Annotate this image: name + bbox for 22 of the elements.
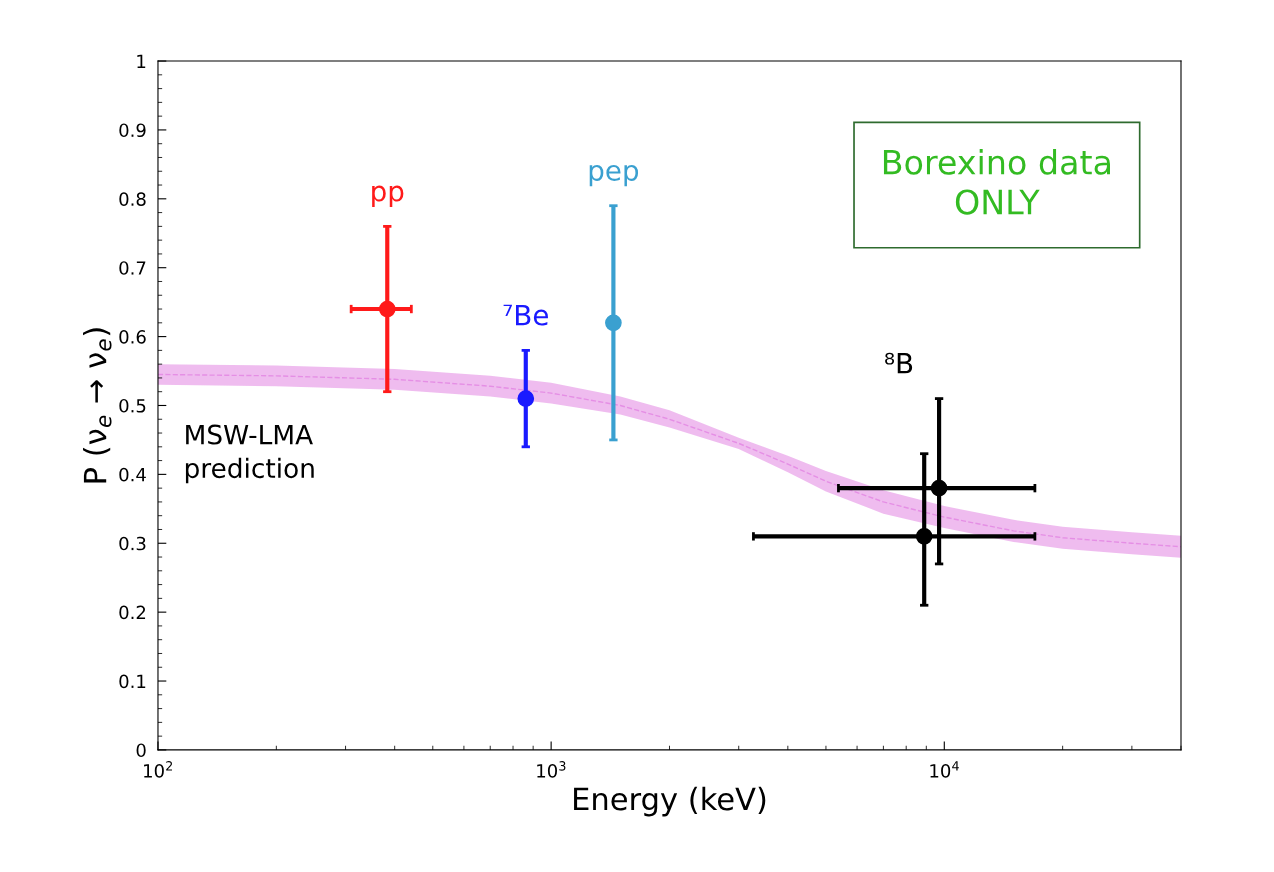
x-tick-label: 10$^{3}$ — [537, 761, 566, 778]
x-axis-title: Energy (keV) — [574, 786, 766, 817]
y-axis-title: P (ν$_{e}$ → ν$_{e}$) — [83, 328, 112, 483]
y-tick-label: 0.3 — [119, 536, 146, 551]
x-tick-label: 10$^{2}$ — [144, 761, 173, 778]
y-tick-label: 0 — [136, 743, 146, 758]
annotation: Borexino data ONLY — [883, 148, 1110, 215]
y-tick-label: 0.5 — [119, 398, 146, 413]
annotation: MSW-LMA prediction — [185, 424, 314, 484]
y-tick-label: 0.1 — [119, 674, 146, 689]
y-tick-label: 0.2 — [119, 605, 146, 620]
y-tick-label: 0.6 — [119, 330, 146, 344]
y-tick-label: 0.8 — [119, 192, 146, 206]
text: pp — [372, 185, 404, 207]
y-tick-label: 1 — [137, 54, 146, 68]
y-tick-label: 0.7 — [119, 261, 146, 275]
text: ⁸B — [885, 352, 913, 374]
y-tick-label: 0.9 — [119, 123, 146, 138]
text: pep — [589, 164, 639, 187]
x-tick-label: 10$^{4}$ — [930, 761, 959, 778]
text: ⁷Be — [503, 304, 548, 326]
y-tick-label: 0.4 — [119, 467, 146, 482]
